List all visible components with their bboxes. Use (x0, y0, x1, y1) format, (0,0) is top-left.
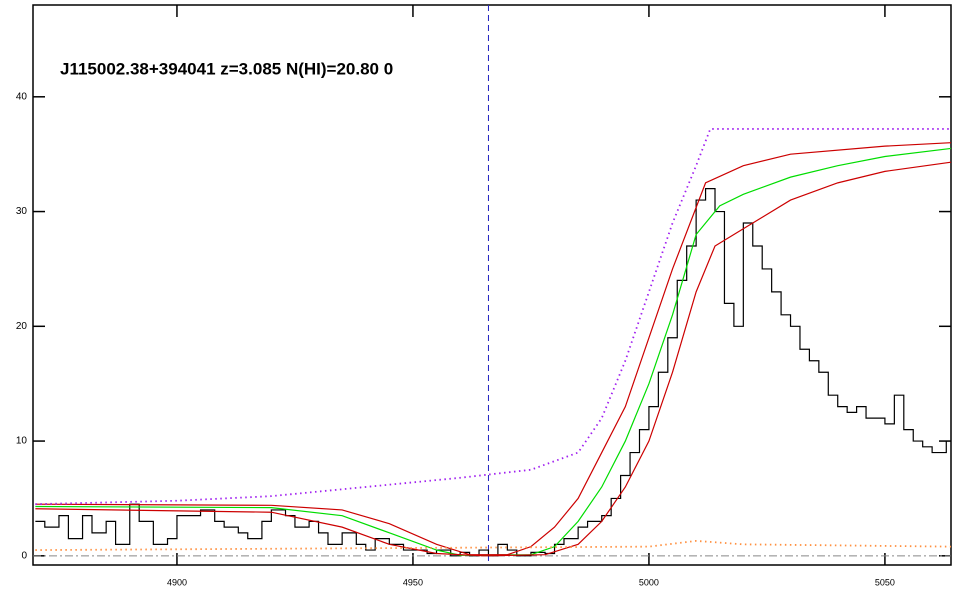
plot-frame (32, 4, 952, 566)
series-line (35, 142, 952, 556)
series-line (35, 147, 952, 556)
x-tick-label: 4900 (167, 577, 187, 587)
chart-title: J115002.38+394041 z=3.085 N(HI)=20.80 0 (60, 59, 393, 78)
y-tick-label: 40 (16, 91, 28, 102)
y-tick-label: 10 (16, 436, 28, 447)
y-tick-label: 20 (16, 321, 28, 332)
y-tick-label: 30 (16, 206, 28, 217)
x-tick-label: 5000 (639, 577, 659, 587)
series-line (35, 128, 951, 506)
y-tick-label: 0 (21, 550, 27, 561)
x-tick-label: 4950 (403, 577, 423, 587)
series-line (35, 161, 952, 557)
series-line (35, 539, 952, 551)
series-line (35, 188, 947, 557)
x-tick-label: 5050 (875, 577, 895, 587)
